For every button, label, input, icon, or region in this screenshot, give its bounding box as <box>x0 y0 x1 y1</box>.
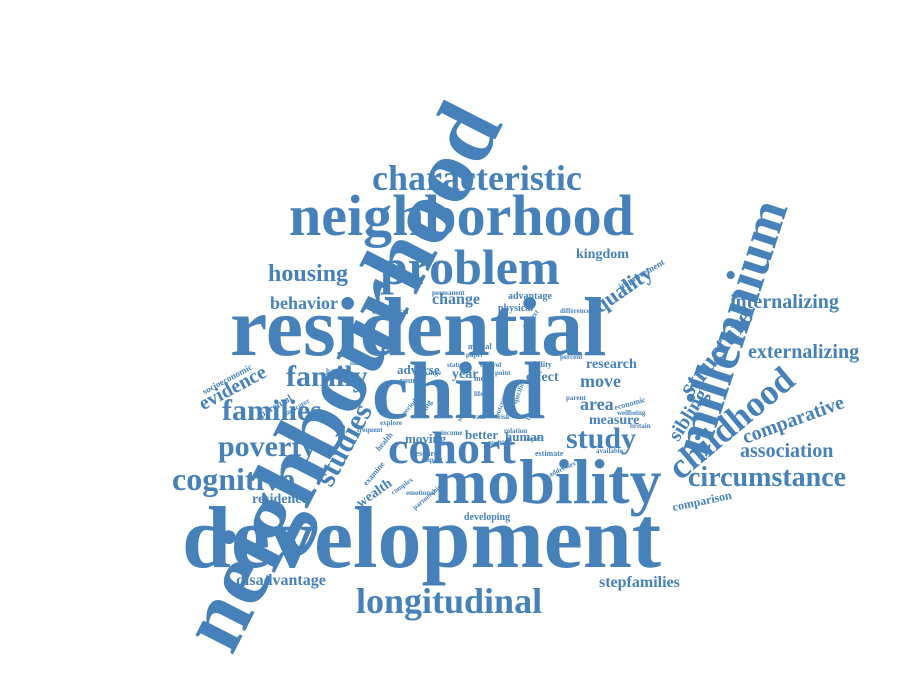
word: parent <box>566 394 586 402</box>
word: emotional <box>406 489 436 497</box>
word: aspect <box>525 435 544 443</box>
word: point <box>495 369 511 377</box>
word: housing <box>268 261 349 287</box>
word: happen <box>326 367 349 375</box>
word: impact <box>422 456 443 464</box>
word: more <box>474 374 492 383</box>
word: measure <box>589 413 640 428</box>
word: stepfamilies <box>599 574 680 591</box>
word: control <box>480 361 502 369</box>
word: risk <box>498 413 510 421</box>
word: disadvantage <box>236 572 326 589</box>
word: better <box>465 427 499 442</box>
word: longitudinal <box>356 581 543 621</box>
word: influence <box>350 359 378 367</box>
word: developing <box>464 512 511 523</box>
word: cohort <box>388 422 516 473</box>
word: percent <box>560 353 583 361</box>
word: frequent <box>357 426 383 434</box>
word: externalizing <box>748 341 860 363</box>
word: advantage <box>508 291 552 302</box>
word: relation <box>504 427 528 435</box>
word: internalizing <box>730 291 839 313</box>
word: residence <box>252 492 308 507</box>
word: estimate <box>535 449 564 458</box>
word: research <box>586 357 637 372</box>
word: status <box>447 361 465 369</box>
word: families <box>222 394 322 427</box>
word: behavior <box>270 293 339 313</box>
word: association <box>740 440 834 462</box>
word: change <box>420 369 441 377</box>
word: change <box>432 291 480 308</box>
word: residential <box>230 281 607 374</box>
word: behavioral <box>372 307 409 316</box>
word: kingdom <box>576 247 629 262</box>
word: rate <box>473 413 486 421</box>
word: young <box>400 376 421 385</box>
word: life <box>474 390 484 398</box>
word: wellbeing <box>617 409 646 417</box>
word: physical <box>498 303 534 314</box>
word: mobility <box>434 446 662 517</box>
word: ability <box>530 360 552 369</box>
word: effect <box>526 370 559 385</box>
word: characteristic <box>372 158 582 198</box>
word: neighborhood <box>289 183 634 248</box>
word: circumstance <box>688 462 847 493</box>
word: cognitive <box>172 461 295 497</box>
word: permanent <box>432 289 465 297</box>
word: year <box>452 367 479 382</box>
word: child <box>372 345 546 436</box>
word: area <box>580 394 614 414</box>
word: mental <box>468 342 492 351</box>
word: family <box>286 360 368 393</box>
word: available <box>596 447 623 455</box>
word: problem <box>380 239 560 295</box>
word: resource <box>412 449 442 458</box>
word: multiple <box>488 439 513 447</box>
word: adverse <box>397 362 440 377</box>
word: moving <box>405 431 447 446</box>
word: study <box>566 422 637 455</box>
word: human <box>505 429 545 444</box>
word: explore <box>380 419 403 427</box>
word: income <box>441 429 463 437</box>
word: poverty <box>218 430 317 463</box>
word: britain <box>630 422 651 430</box>
word: move <box>580 371 621 391</box>
word: development <box>182 490 662 587</box>
word: difference <box>560 307 590 315</box>
word: paper <box>466 351 484 359</box>
